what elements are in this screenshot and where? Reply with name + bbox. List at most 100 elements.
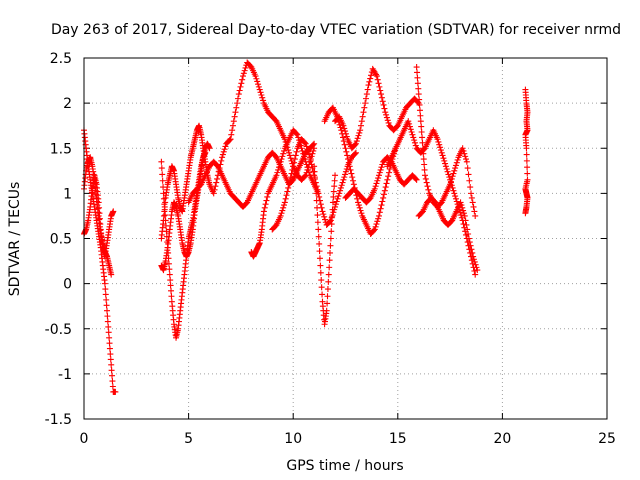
series-track-l — [321, 104, 399, 237]
chart-title: Day 263 of 2017, Sidereal Day-to-day VTE… — [51, 22, 621, 38]
data-point — [467, 184, 474, 191]
data-point — [316, 255, 323, 262]
data-point — [219, 151, 226, 158]
data-point — [344, 152, 351, 159]
data-point — [442, 160, 449, 167]
data-point — [465, 235, 472, 242]
data-point — [454, 156, 461, 163]
data-point — [423, 179, 430, 186]
data-point — [410, 134, 417, 141]
data-point — [104, 307, 111, 314]
x-tick-label: 20 — [493, 431, 511, 447]
data-point — [345, 156, 352, 163]
data-point — [524, 164, 531, 171]
data-point — [384, 117, 391, 124]
data-point — [468, 190, 475, 197]
data-point — [233, 104, 240, 111]
data-point — [407, 126, 414, 133]
data-point — [345, 159, 352, 166]
data-point — [451, 167, 458, 174]
data-point — [408, 129, 415, 136]
data-point — [286, 181, 293, 188]
data-point — [258, 92, 265, 99]
data-point — [257, 89, 264, 96]
data-point — [211, 186, 218, 193]
data-point — [328, 221, 335, 228]
data-point — [415, 91, 422, 98]
data-point — [471, 208, 478, 215]
data-point — [327, 242, 334, 249]
data-point — [101, 280, 108, 287]
data-point — [459, 204, 466, 211]
data-point — [436, 141, 443, 148]
data-point — [464, 165, 471, 172]
data-point — [343, 133, 350, 140]
data-point — [301, 139, 308, 146]
data-point — [304, 146, 311, 153]
data-point — [229, 122, 236, 129]
data-point — [318, 277, 325, 284]
data-point — [382, 109, 389, 116]
data-point — [280, 150, 287, 157]
data-point — [368, 72, 375, 79]
data-point — [292, 152, 299, 159]
data-point — [307, 157, 314, 164]
data-point — [275, 166, 282, 173]
data-point — [384, 176, 391, 183]
data-point — [256, 86, 263, 93]
data-point — [362, 100, 369, 107]
data-point — [419, 145, 426, 152]
data-point — [235, 91, 242, 98]
data-point — [276, 161, 283, 168]
data-point — [421, 172, 428, 179]
data-point — [341, 125, 348, 132]
data-point — [166, 266, 173, 273]
data-point — [406, 120, 413, 127]
data-point — [317, 201, 324, 208]
data-point — [109, 372, 116, 379]
y-tick-label: 2.5 — [50, 51, 72, 67]
data-point — [330, 188, 337, 195]
data-point — [468, 246, 475, 253]
data-point — [323, 307, 330, 314]
data-point — [280, 202, 287, 209]
data-point — [259, 94, 266, 101]
data-point — [421, 161, 428, 168]
data-point — [320, 211, 327, 218]
data-point — [377, 166, 384, 173]
data-point — [458, 202, 465, 209]
data-point — [414, 69, 421, 76]
data-point — [447, 181, 454, 188]
data-point — [315, 226, 322, 233]
data-point — [354, 195, 361, 202]
data-point — [364, 86, 371, 93]
data-point — [357, 127, 364, 134]
series-track-r — [522, 86, 531, 217]
data-point — [374, 218, 381, 225]
data-point — [275, 164, 282, 171]
data-point — [377, 87, 384, 94]
data-point — [206, 145, 213, 152]
data-point — [412, 175, 419, 182]
data-point — [420, 156, 427, 163]
data-point — [379, 98, 386, 105]
data-point — [435, 138, 442, 145]
data-point — [461, 212, 468, 219]
data-point — [102, 291, 109, 298]
data-point — [452, 162, 459, 169]
data-point — [279, 153, 286, 160]
data-point — [109, 383, 116, 390]
data-point — [326, 264, 333, 271]
data-point — [332, 172, 339, 179]
data-point — [522, 210, 529, 217]
data-point — [380, 194, 387, 201]
data-point — [444, 168, 451, 175]
data-point — [467, 242, 474, 249]
series-track-i — [248, 127, 322, 260]
data-point — [293, 130, 300, 137]
y-tick-label: 2 — [63, 96, 72, 112]
data-point — [319, 291, 326, 298]
data-point — [260, 97, 267, 104]
data-point — [301, 153, 308, 160]
